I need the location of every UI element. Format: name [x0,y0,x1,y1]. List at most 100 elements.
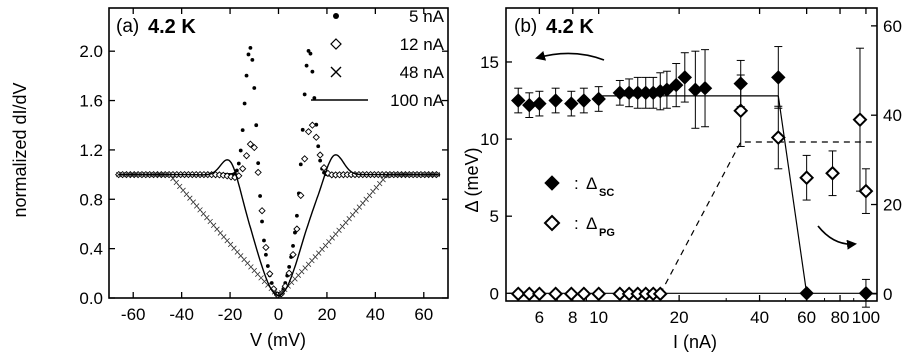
panel-a-x-axis-label: V (mV) [250,330,306,350]
data-point [236,161,241,166]
data-point [320,164,328,172]
pg-data-point [591,286,607,302]
panel-b-data [510,46,874,308]
x-tick-label: 60 [797,308,816,327]
pg-data-point [543,214,561,232]
data-point [262,238,266,243]
right-y-tick-label: 40 [883,106,902,125]
panel-b-frame [505,7,878,302]
data-point [295,213,299,218]
data-point [242,152,251,160]
right-y-tick-label: 60 [883,17,902,36]
data-point [289,250,297,259]
data-point [312,133,320,141]
y-tick-label: 0 [490,284,499,303]
panel-b-y-axis-label: Δ (meV) [462,147,482,212]
right-y-tick-label: 0 [883,285,892,304]
sc-data-point [564,96,579,111]
sc-drop-line [777,95,808,294]
sc-data-point [858,286,874,301]
panel-b-left-y-ticks: 0 5 10 15 [480,53,512,303]
data-point [238,148,243,153]
data-point [250,57,255,62]
series-100-na [118,154,439,297]
x-tick-label: 20 [317,305,336,324]
data-point [300,127,305,132]
x-tick-label: 40 [366,305,385,324]
pg-data-point [563,286,579,302]
panel-a: (a) 4.2 K -60 -40 -20 0 20 40 60 0.0 0.4 0.8 1.2 1… [10,7,449,350]
x-tick-label: 40 [750,308,769,327]
data-point [316,144,321,149]
x-tick-label: 6 [535,308,544,327]
pg-data-point [852,112,868,128]
panel-b-right-y-ticks: 0 20 40 60 [871,17,902,304]
sc-data-point [677,70,693,85]
y-tick-label: 2.0 [79,42,103,61]
panel-a-temperature: 4.2 K [148,16,196,38]
data-point [258,207,266,215]
x-tick-label: -60 [121,305,146,324]
pg-data-point [521,286,537,302]
pg-data-point [652,286,668,302]
data-point [250,143,258,152]
legend-subscript: SC [599,187,614,199]
x-tick-label: 10 [589,308,608,327]
data-point [234,168,239,173]
data-point [244,73,249,78]
series-48-na [116,171,441,298]
y-tick-label: 1.2 [79,141,103,160]
panel-b-x-ticks: 6 8 10 20 40 60 80 100 [517,8,880,327]
arrow-left-icon [535,50,605,61]
sc-data-point [511,93,526,108]
sc-data-point [532,96,547,111]
data-point [304,63,309,68]
sc-data-point [771,70,786,85]
legend-dot-icon [333,13,339,19]
y-tick-label: 10 [480,130,499,149]
data-point [298,162,303,167]
legend-label: 100 nA [390,91,445,110]
data-point [293,225,301,233]
y-tick-label: 1.6 [79,92,103,111]
y-tick-label: 0.0 [79,289,103,308]
data-point [266,270,274,278]
pg-data-point [548,286,564,302]
sc-data-point [544,175,560,191]
pg-data-point [733,103,749,119]
data-point [252,86,257,90]
pg-data-point [799,170,815,186]
panel-b-legend: : Δ SC: Δ PG [543,174,615,239]
data-point [310,69,315,74]
data-point [265,264,270,268]
pg-data-point [770,130,786,145]
pg-data-point [510,286,526,302]
panel-a-legend: 5 nA 12 nA 48 nA 100 nA [311,7,445,110]
data-point [312,96,317,100]
legend-label: 48 nA [400,63,445,82]
panel-b-x-axis-label: I (nA) [673,332,717,352]
legend-subscript: PG [599,227,615,239]
sc-data-point [733,76,748,91]
data-point [316,151,324,159]
sc-data-point [591,91,606,107]
legend-diamond-icon [330,38,342,50]
panel-a-frame [108,7,449,299]
data-point [308,51,313,56]
sc-data-point [659,82,675,97]
data-point [304,128,313,136]
x-tick-label: -20 [218,305,243,324]
data-point [285,269,293,277]
data-point [306,49,311,53]
legend-separator: : [574,174,579,193]
panel-b: (b) 4.2 K 6 8 10 20 40 60 80 100 0 5 10 15 0 20 40 60… [462,7,902,352]
legend-label: 5 nA [409,7,445,26]
panel-b-guide-lines [508,95,877,295]
line-100-na [118,154,439,297]
y-tick-label: 15 [480,53,499,72]
panel-a-y-axis-label: normalized dI/dV [10,82,30,217]
data-point [248,46,253,50]
data-point [302,92,307,97]
data-point [262,243,270,252]
legend-separator: : [574,214,579,233]
